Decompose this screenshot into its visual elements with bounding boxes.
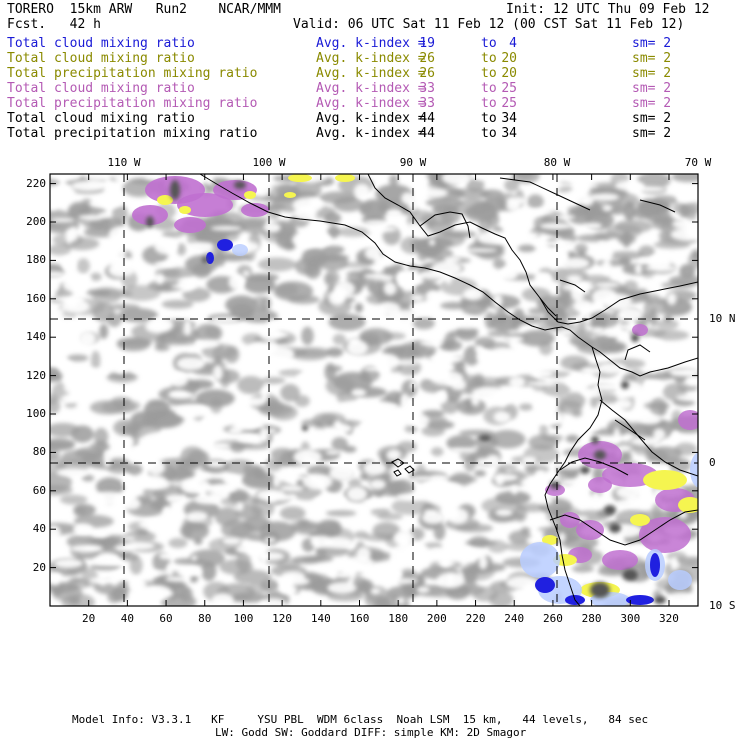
legend-k1: 19: [419, 36, 435, 51]
legend-to: to: [481, 51, 497, 66]
x-tick-label: 180: [388, 612, 409, 625]
x-tick-label: 40: [120, 612, 134, 625]
legend-field: Total cloud mixing ratio: [7, 36, 195, 51]
y-tick-label: 40: [32, 522, 46, 536]
model-info-line1: Model Info: V3.3.1 KF YSU PBL WDM 6class…: [72, 713, 649, 726]
y-tick-label: 160: [26, 291, 46, 305]
map-frame: [49, 173, 699, 607]
legend-sm: sm= 2: [632, 36, 672, 51]
model-run-title: TORERO 15km ARW Run2 NCAR/MMM: [7, 2, 281, 17]
x-tick-label: 20: [82, 612, 96, 625]
legend-k2: 25: [501, 96, 517, 111]
y-tick-label: 200: [26, 215, 46, 228]
legend-to: to: [481, 36, 497, 51]
legend-k2: 20: [501, 66, 517, 81]
legend-field: Total precipitation mixing ratio: [7, 66, 258, 81]
x-tick-label: 260: [542, 612, 563, 625]
x-tick-label: 240: [504, 612, 525, 625]
x-tick-label: 320: [659, 612, 679, 625]
y-tick-label: 140: [26, 330, 46, 344]
legend-k2: 25: [501, 81, 517, 96]
legend-index: Avg. k-index =: [316, 126, 426, 141]
legend-index: Avg. k-index =: [316, 81, 426, 96]
legend-to: to: [481, 126, 497, 141]
legend-index: Avg. k-index =: [316, 96, 426, 111]
valid-time: Valid: 06 UTC Sat 11 Feb 12 (00 CST Sat …: [293, 17, 685, 32]
legend-row: Total precipitation mixing ratio Avg. k-i…: [7, 66, 707, 81]
legend-row: Total cloud mixing ratio Avg. k-index = 33…: [7, 81, 707, 96]
y-tick-label: 100: [26, 407, 46, 420]
legend-field: Total cloud mixing ratio: [7, 51, 195, 66]
x-tick-label: 280: [581, 612, 602, 625]
x-tick-label: 300: [620, 612, 641, 625]
legend-row: Total precipitation mixing ratio Avg. k-i…: [7, 96, 707, 111]
legend-row: Total precipitation mixing ratio Avg. k-i…: [7, 126, 707, 141]
y-tick-label: 120: [26, 368, 46, 382]
legend-k1: 44: [419, 111, 435, 126]
legend-sm: sm= 2: [632, 66, 672, 81]
legend-k1: 33: [419, 81, 435, 96]
forecast-hour: Fcst. 42 h: [7, 17, 101, 32]
init-time: Init: 12 UTC Thu 09 Feb 12: [506, 2, 710, 17]
x-tick-label: 140: [310, 612, 331, 625]
legend-field: Total cloud mixing ratio: [7, 81, 195, 96]
legend-index: Avg. k-index =: [316, 51, 426, 66]
legend-row: Total cloud mixing ratio Avg. k-index = 26…: [7, 51, 707, 66]
legend-sm: sm= 2: [632, 96, 672, 111]
legend-sm: sm= 2: [632, 51, 672, 66]
legend-field: Total precipitation mixing ratio: [7, 96, 258, 111]
legend-k1: 26: [419, 66, 435, 81]
legend-k2: 4: [509, 36, 517, 51]
latitude-label: 10 S: [709, 599, 736, 612]
legend-k1: 44: [419, 126, 435, 141]
legend-to: to: [481, 81, 497, 96]
dark-cores: [146, 180, 666, 604]
legend-sm: sm= 2: [632, 111, 672, 126]
y-tick-label: 80: [32, 445, 46, 459]
latitude-label: 10 N: [709, 312, 736, 325]
legend-index: Avg. k-index =: [316, 111, 426, 126]
legend-sm: sm= 2: [632, 81, 672, 96]
legend-k2: 20: [501, 51, 517, 66]
legend-sm: sm= 2: [632, 126, 672, 141]
longitude-label: 110 W: [107, 156, 141, 169]
longitude-label: 70 W: [684, 156, 712, 169]
latitude-label: 0: [709, 456, 716, 469]
y-tick-label: 180: [26, 253, 46, 267]
legend-k1: 33: [419, 96, 435, 111]
longitude-label: 80 W: [543, 156, 571, 169]
legend-row: Total cloud mixing ratio Avg. k-index = 19…: [7, 36, 707, 51]
x-tick-label: 160: [349, 612, 370, 625]
y-tick-label: 220: [26, 176, 46, 190]
x-tick-label: 80: [198, 612, 212, 625]
longitude-label: 90 W: [399, 156, 427, 169]
legend-index: Avg. k-index =: [316, 66, 426, 81]
x-tick-label: 60: [159, 612, 173, 625]
legend-k2: 34: [501, 111, 517, 126]
legend-field: Total precipitation mixing ratio: [7, 126, 258, 141]
legend-k1: 26: [419, 51, 435, 66]
x-tick-label: 220: [465, 612, 486, 625]
legend-to: to: [481, 96, 497, 111]
y-tick-label: 60: [32, 483, 46, 497]
legend-to: to: [481, 66, 497, 81]
legend-index: Avg. k-index =: [316, 36, 426, 51]
legend-field: Total cloud mixing ratio: [7, 111, 195, 126]
legend-to: to: [481, 111, 497, 126]
x-tick-label: 120: [272, 612, 293, 625]
legend-row: Total cloud mixing ratio Avg. k-index = 44…: [7, 111, 707, 126]
model-info-line2: LW: Godd SW: Goddard DIFF: simple KM: 2D…: [215, 726, 527, 739]
legend-k2: 34: [501, 126, 517, 141]
x-tick-label: 100: [233, 612, 254, 625]
longitude-label: 100 W: [252, 156, 286, 169]
y-tick-label: 20: [32, 560, 46, 574]
x-tick-label: 200: [426, 612, 447, 625]
